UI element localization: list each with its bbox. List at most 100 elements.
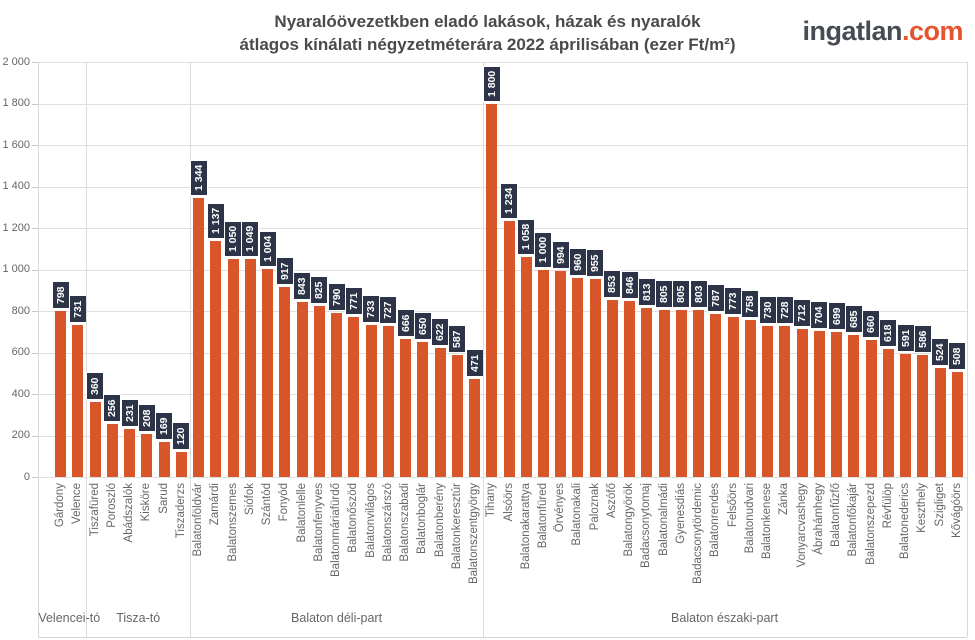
- bar-value-label: 1 344: [189, 159, 208, 197]
- x-axis-label: Balatonalmádi: [657, 483, 670, 556]
- bar-value-label: 803: [689, 280, 708, 309]
- bar: [244, 259, 256, 477]
- y-axis-label: 1 200: [2, 221, 30, 234]
- bar: [606, 300, 618, 477]
- x-axis-label: Badacsonytördemic: [692, 483, 705, 584]
- x-axis-label: Aszófő: [605, 483, 618, 519]
- x-axis-label: Balatonfenyves: [312, 483, 325, 562]
- bar-value-label: 169: [155, 412, 174, 440]
- bar: [727, 316, 739, 477]
- y-axis-tick: [32, 62, 38, 63]
- bar: [313, 305, 325, 477]
- bar-value-label: 591: [896, 324, 915, 353]
- y-axis-tick: [32, 103, 38, 105]
- bar: [693, 310, 705, 477]
- x-axis-label: Balatonfőkajár: [847, 483, 860, 557]
- bar-value-label: 773: [724, 287, 743, 315]
- bar-value-label: 825: [310, 276, 329, 304]
- bar: [193, 198, 205, 477]
- y-axis-tick: [32, 269, 38, 271]
- group-separator: [86, 62, 88, 637]
- x-axis-label: Balatonszabadi: [399, 483, 412, 562]
- bar: [400, 338, 412, 477]
- bar: [227, 259, 239, 477]
- y-axis-label: 800: [11, 304, 30, 317]
- x-axis-label: Balatonberény: [433, 483, 446, 558]
- bar-value-label: 231: [120, 399, 139, 428]
- x-axis-label: Balatonszepezd: [864, 483, 877, 565]
- bar-value-label: 666: [396, 309, 415, 337]
- bar-value-label: 622: [431, 318, 450, 346]
- bar-value-label: 650: [413, 312, 432, 341]
- bar: [520, 257, 532, 477]
- x-axis-label: Révfülöp: [881, 483, 894, 529]
- group-label: Velencei-tó: [38, 611, 101, 625]
- y-axis-label: 1 400: [2, 180, 30, 192]
- x-axis-label: Balatonszárszó: [381, 483, 394, 562]
- bar: [296, 302, 308, 477]
- x-axis-label: Siófok: [243, 483, 256, 515]
- x-axis-label: Balatonlelle: [295, 483, 308, 543]
- x-axis-label: Balatonvilágos: [364, 483, 377, 558]
- x-axis-label: Badacsonytomaj: [640, 483, 653, 569]
- bar-value-label: 1 004: [258, 230, 277, 267]
- plot-right-border: [967, 62, 968, 637]
- gridline: [38, 394, 967, 395]
- bar: [434, 347, 446, 477]
- group-label: Tisza-tó: [116, 611, 161, 625]
- y-axis-tick: [32, 394, 38, 395]
- ingatlan-com-logo[interactable]: ingatlan.com: [802, 16, 963, 47]
- bar-value-label: 471: [465, 349, 484, 378]
- bar-value-label: 813: [637, 278, 656, 307]
- bar-value-label: 843: [293, 272, 312, 301]
- bar-value-label: 917: [275, 257, 294, 285]
- bar-value-label: 790: [327, 283, 346, 312]
- bar-value-label: 1 800: [482, 65, 501, 102]
- x-axis-label: Abádszalók: [123, 483, 136, 543]
- x-axis-label: Balatonszentgyörgy: [468, 483, 480, 585]
- bar: [762, 325, 774, 477]
- logo-word: ingatlan: [802, 16, 902, 46]
- x-axis-label: Fonyód: [278, 483, 291, 522]
- x-axis-label: Balatonudvari: [743, 483, 756, 554]
- bar-value-label: 508: [948, 342, 967, 370]
- gridline: [38, 477, 967, 478]
- x-axis-label: Balatonakali: [571, 483, 584, 546]
- y-axis-label: 200: [11, 429, 30, 441]
- x-axis-label: Zamárdi: [209, 483, 222, 526]
- bar-value-label: 846: [620, 271, 639, 300]
- bar-value-label: 853: [603, 270, 622, 298]
- bar: [624, 301, 636, 477]
- bar-value-label: 731: [68, 295, 87, 324]
- bar: [417, 342, 429, 477]
- y-axis-tick: [32, 352, 38, 354]
- group-label: Balaton déli-part: [291, 611, 383, 625]
- x-axis-label: Alsóörs: [502, 483, 515, 522]
- x-axis-label: Szigliget: [933, 483, 946, 527]
- y-axis-label: 1 000: [2, 263, 30, 275]
- bar-value-label: 587: [448, 325, 467, 354]
- x-axis-label: Keszthely: [916, 483, 929, 533]
- y-axis-label: 1 600: [2, 138, 30, 151]
- x-axis-label: Ábrahámhegy: [812, 483, 825, 555]
- bar-value-label: 256: [103, 394, 122, 422]
- bar: [55, 311, 67, 477]
- bar: [503, 220, 515, 477]
- x-axis-label: Balatonrendes: [709, 483, 722, 558]
- bar: [658, 309, 670, 477]
- bar-value-label: 955: [586, 249, 605, 277]
- bar-value-label: 960: [568, 248, 587, 276]
- gridline: [38, 62, 967, 63]
- y-axis-tick: [32, 435, 38, 437]
- bar: [831, 331, 843, 477]
- bar: [469, 379, 480, 477]
- bar: [486, 103, 498, 477]
- x-axis-label: Sarud: [157, 483, 170, 514]
- bar-value-label: 730: [758, 295, 777, 324]
- x-axis-label: Paloznak: [588, 483, 601, 531]
- bar: [934, 368, 946, 477]
- bar: [744, 319, 756, 477]
- bar-value-label: 704: [810, 301, 829, 329]
- bar-value-label: 1 137: [206, 202, 225, 240]
